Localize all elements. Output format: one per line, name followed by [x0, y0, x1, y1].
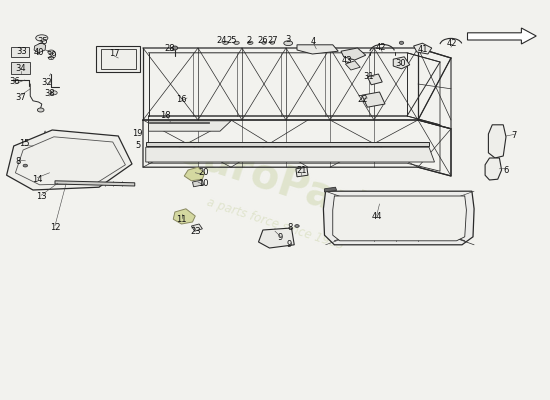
Polygon shape — [341, 48, 366, 60]
Text: 23: 23 — [190, 227, 201, 236]
Text: 15: 15 — [19, 140, 30, 148]
Polygon shape — [15, 137, 125, 185]
Text: 12: 12 — [50, 223, 60, 232]
Ellipse shape — [234, 41, 239, 44]
Polygon shape — [11, 62, 30, 74]
Polygon shape — [485, 158, 502, 180]
Text: 30: 30 — [395, 59, 406, 68]
Polygon shape — [148, 122, 209, 123]
Text: 10: 10 — [198, 179, 209, 188]
Text: 4: 4 — [311, 38, 316, 46]
Text: 39: 39 — [46, 51, 57, 60]
Text: 8: 8 — [288, 224, 293, 232]
Text: 19: 19 — [132, 130, 143, 138]
Polygon shape — [7, 130, 132, 190]
Polygon shape — [192, 180, 204, 187]
Text: 3: 3 — [285, 36, 291, 44]
Text: 14: 14 — [32, 175, 43, 184]
Text: 2: 2 — [246, 36, 251, 45]
Polygon shape — [258, 228, 294, 248]
Text: euroParts: euroParts — [170, 128, 402, 240]
Text: 32: 32 — [41, 78, 52, 87]
Text: 11: 11 — [176, 215, 187, 224]
Text: 35: 35 — [37, 37, 48, 46]
Polygon shape — [96, 46, 140, 72]
Ellipse shape — [270, 42, 274, 44]
Ellipse shape — [48, 50, 54, 54]
Ellipse shape — [248, 41, 253, 44]
Polygon shape — [55, 181, 135, 186]
Text: 41: 41 — [417, 46, 428, 54]
Text: 31: 31 — [363, 72, 374, 81]
Text: 36: 36 — [9, 78, 20, 86]
Ellipse shape — [172, 46, 178, 50]
Polygon shape — [345, 61, 360, 70]
Text: 16: 16 — [176, 95, 187, 104]
Text: 37: 37 — [15, 93, 26, 102]
Text: 44: 44 — [371, 212, 382, 221]
Polygon shape — [362, 92, 385, 107]
Text: 26: 26 — [257, 36, 268, 45]
Ellipse shape — [37, 108, 44, 112]
Polygon shape — [488, 125, 506, 158]
Ellipse shape — [223, 41, 228, 44]
Text: 22: 22 — [358, 96, 368, 104]
Text: 27: 27 — [267, 36, 278, 45]
Polygon shape — [148, 121, 231, 131]
Ellipse shape — [48, 56, 54, 60]
Ellipse shape — [284, 41, 293, 46]
Ellipse shape — [262, 42, 266, 44]
Text: 20: 20 — [198, 168, 209, 177]
Ellipse shape — [295, 225, 299, 227]
Text: 6: 6 — [503, 166, 509, 174]
Text: a parts force since 1985: a parts force since 1985 — [205, 196, 345, 252]
Text: 5: 5 — [135, 142, 140, 150]
Text: 7: 7 — [512, 132, 517, 140]
Text: 17: 17 — [109, 50, 120, 58]
Text: 9: 9 — [278, 234, 283, 242]
Polygon shape — [468, 28, 536, 44]
Polygon shape — [101, 49, 136, 69]
Text: 21: 21 — [296, 166, 307, 174]
Polygon shape — [296, 167, 308, 177]
Text: 28: 28 — [164, 44, 175, 53]
Text: 8: 8 — [15, 158, 20, 166]
Polygon shape — [324, 187, 337, 192]
Polygon shape — [323, 191, 474, 245]
Ellipse shape — [36, 35, 48, 41]
Polygon shape — [146, 142, 429, 146]
Polygon shape — [414, 43, 432, 54]
Ellipse shape — [23, 164, 28, 167]
Polygon shape — [34, 43, 46, 53]
Text: 9: 9 — [286, 240, 292, 249]
Text: 43: 43 — [341, 56, 352, 65]
Text: 42: 42 — [375, 43, 386, 52]
Text: 18: 18 — [160, 111, 170, 120]
Ellipse shape — [51, 91, 57, 95]
Text: 42: 42 — [447, 39, 458, 48]
Polygon shape — [393, 57, 410, 69]
Text: 38: 38 — [44, 90, 55, 98]
Text: 34: 34 — [15, 64, 26, 73]
Text: 40: 40 — [33, 48, 44, 57]
Polygon shape — [333, 196, 466, 241]
Text: 24: 24 — [216, 36, 227, 45]
Polygon shape — [173, 209, 195, 224]
Polygon shape — [11, 47, 29, 57]
Polygon shape — [146, 147, 434, 162]
Polygon shape — [191, 224, 202, 231]
Text: 33: 33 — [16, 48, 28, 56]
Text: 25: 25 — [227, 36, 238, 45]
Polygon shape — [367, 74, 382, 85]
Ellipse shape — [399, 41, 404, 44]
Text: 13: 13 — [36, 192, 47, 201]
Polygon shape — [297, 45, 338, 54]
Polygon shape — [184, 167, 205, 181]
